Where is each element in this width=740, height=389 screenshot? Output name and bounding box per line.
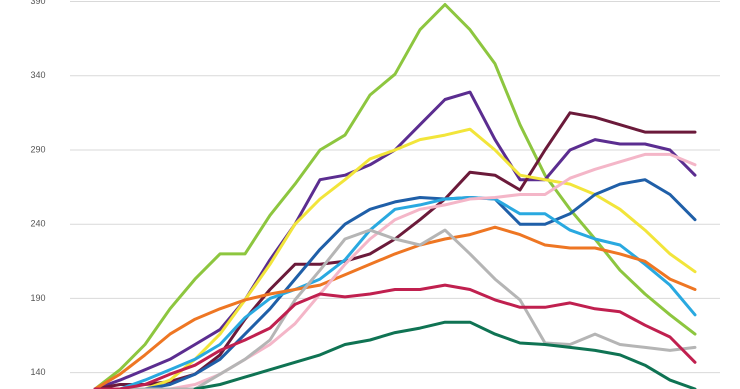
plot-area bbox=[93, 3, 697, 389]
series-line bbox=[193, 320, 697, 389]
series-line bbox=[93, 228, 697, 389]
y-tick-label: 140 bbox=[30, 367, 45, 377]
y-tick-label: 190 bbox=[30, 293, 45, 303]
series-line bbox=[93, 225, 697, 389]
y-tick-label: 390 bbox=[30, 0, 45, 6]
series-line bbox=[93, 152, 697, 389]
y-tick-label: 290 bbox=[30, 144, 45, 154]
series-line bbox=[93, 283, 697, 389]
series-line bbox=[93, 178, 697, 389]
y-tick-label: 240 bbox=[30, 219, 45, 229]
grid: 140 190 240 290 340 390 bbox=[30, 0, 720, 377]
y-tick-label: 340 bbox=[30, 70, 45, 80]
series-line bbox=[93, 196, 697, 389]
